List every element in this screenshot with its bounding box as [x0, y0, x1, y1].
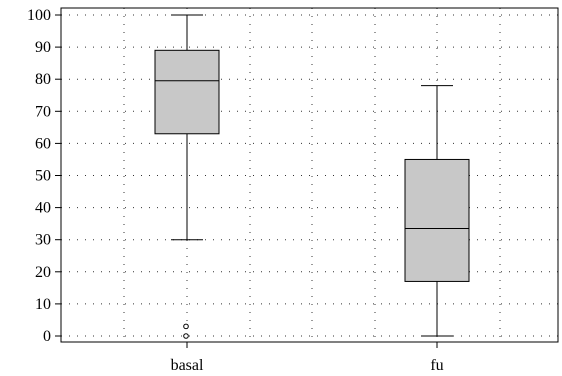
- y-tick-label-50: 50: [35, 168, 51, 185]
- y-tick-label-40: 40: [35, 200, 51, 217]
- y-tick-label-90: 90: [35, 39, 51, 56]
- box-rect-fu: [404, 158, 470, 282]
- outlier-basal-1: [183, 333, 189, 339]
- grid-lines: [61, 8, 558, 342]
- axes: 0 10 20 30 40 50 60 70 80 90 100 basal fu: [27, 7, 444, 374]
- outlier-basal-0: [183, 323, 189, 330]
- y-tick-label-60: 60: [35, 135, 51, 152]
- y-tick-label-70: 70: [35, 103, 51, 120]
- box-rect-basal: [154, 49, 220, 135]
- y-tick-label-30: 30: [35, 232, 51, 249]
- y-tick-label-0: 0: [43, 328, 51, 345]
- y-tick-label-10: 10: [35, 296, 51, 313]
- box-fu: [404, 85, 470, 337]
- box-series: [154, 14, 470, 339]
- y-tick-label-100: 100: [27, 7, 51, 24]
- box-basal: [154, 14, 220, 339]
- y-tick-label-80: 80: [35, 71, 51, 88]
- y-tick-label-20: 20: [35, 264, 51, 281]
- x-tick-label-basal: basal: [171, 357, 204, 374]
- x-tick-label-fu: fu: [430, 357, 443, 374]
